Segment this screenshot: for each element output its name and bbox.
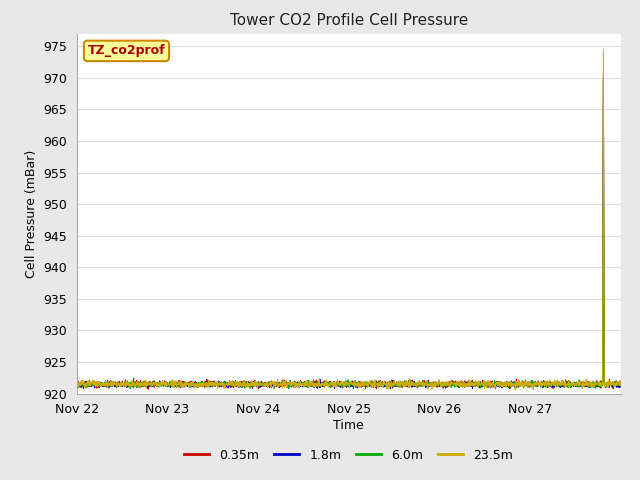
6.0m [617,383,625,389]
0.35m [100,382,108,387]
6.0m [602,384,609,389]
6.0m [100,379,108,385]
1.8m [617,382,625,387]
0.35m [602,382,609,387]
23.5m [600,47,607,52]
X-axis label: Time: Time [333,419,364,432]
23.5m [602,381,609,386]
1.8m [101,381,109,386]
23.5m [511,387,519,393]
1.8m [600,78,607,84]
0.35m [73,381,81,386]
23.5m [73,383,81,389]
6.0m [338,384,346,390]
23.5m [602,384,609,389]
1.8m [323,383,331,388]
23.5m [617,378,625,384]
1.8m [602,385,609,391]
0.35m [502,381,509,387]
0.35m [338,382,346,388]
6.0m [323,379,331,384]
Line: 0.35m: 0.35m [77,75,621,389]
6.0m [502,384,509,390]
Legend: 0.35m, 1.8m, 6.0m, 23.5m: 0.35m, 1.8m, 6.0m, 23.5m [179,444,518,467]
1.8m [79,386,87,392]
1.8m [602,383,609,388]
23.5m [337,378,345,384]
6.0m [602,381,609,387]
6.0m [285,385,292,391]
Line: 23.5m: 23.5m [77,49,621,390]
0.35m [323,380,331,385]
23.5m [501,383,509,388]
23.5m [100,383,108,389]
0.35m [602,381,609,386]
Line: 6.0m: 6.0m [77,79,621,388]
1.8m [73,383,81,388]
Y-axis label: Cell Pressure (mBar): Cell Pressure (mBar) [25,149,38,278]
0.35m [617,383,625,388]
Title: Tower CO2 Profile Cell Pressure: Tower CO2 Profile Cell Pressure [230,13,468,28]
0.35m [600,72,607,78]
Line: 1.8m: 1.8m [77,81,621,389]
6.0m [73,383,81,388]
1.8m [338,379,346,385]
6.0m [600,76,607,82]
23.5m [323,381,331,387]
0.35m [144,386,152,392]
1.8m [502,382,509,387]
Text: TZ_co2prof: TZ_co2prof [88,44,165,58]
